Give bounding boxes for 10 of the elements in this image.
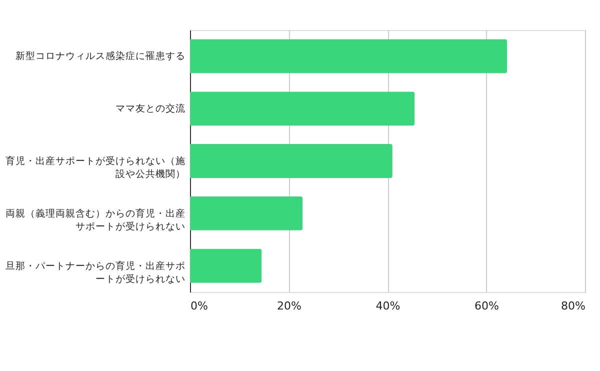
- y-tick-label: 両親（義理両親含む）からの育児・出産サポートが受けられない: [6, 207, 186, 232]
- x-tick-label: 0%: [190, 300, 208, 312]
- y-tick-label: 新型コロナウィルス感染症に罹患する: [16, 50, 186, 62]
- y-tick-label: ママ友との交流: [116, 102, 186, 115]
- x-tick-label: 40%: [376, 300, 400, 312]
- y-tick-label: 育児・出産サポートが受けられない（施設や公共機関）: [6, 155, 186, 180]
- x-tick-label: 20%: [277, 300, 302, 312]
- y-tick-label: 旦那・パートナーからの育児・出産サポートが受けられない: [6, 260, 186, 285]
- x-tick-label: 60%: [474, 300, 499, 312]
- x-tick-label: 80%: [561, 300, 586, 312]
